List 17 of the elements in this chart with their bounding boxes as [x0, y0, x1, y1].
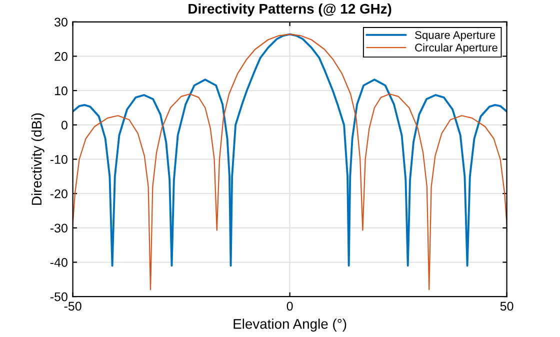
x-tick-label: 0 — [286, 302, 293, 311]
y-tick-label: -10 — [50, 155, 68, 164]
chart-title: Directivity Patterns (@ 12 GHz) — [188, 4, 392, 16]
y-tick-label: -50 — [50, 292, 68, 302]
x-tick-label: -50 — [64, 302, 82, 311]
legend-label: Square Aperture — [415, 31, 495, 42]
y-tick-label: -20 — [50, 189, 68, 198]
y-tick-label: 30 — [54, 18, 68, 27]
y-axis-title: Directivity (dBi) — [31, 113, 44, 205]
y-tick-label: -40 — [50, 258, 68, 267]
y-tick-label: 10 — [54, 86, 68, 96]
x-tick-label: 50 — [500, 302, 514, 311]
y-tick-label: 20 — [54, 52, 68, 61]
x-axis-title: Elevation Angle (°) — [234, 318, 346, 332]
y-tick-label: 0 — [61, 120, 68, 130]
y-tick-label: -30 — [50, 224, 68, 233]
legend-label: Circular Aperture — [415, 43, 498, 54]
